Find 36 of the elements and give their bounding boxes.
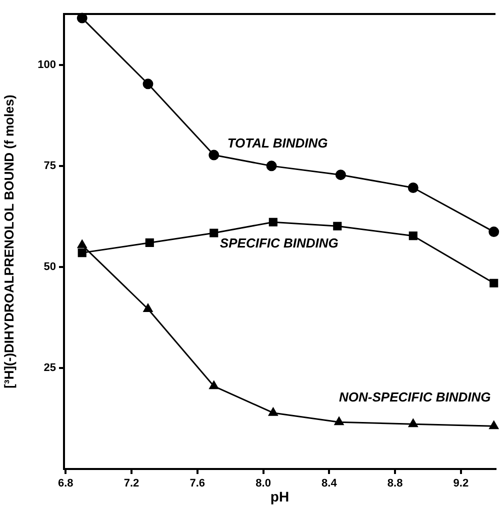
x-axis-title: pH <box>270 488 290 504</box>
point <box>408 232 418 240</box>
x-tick-label: 8.8 <box>387 478 403 490</box>
x-tick-label: 9.2 <box>453 478 469 490</box>
x-tick-label: 6.8 <box>58 478 74 490</box>
x-tick-label: 7.6 <box>190 478 206 490</box>
y-tick-label: 25 <box>44 362 56 374</box>
y-tick-label: 75 <box>44 160 56 172</box>
point <box>210 228 218 238</box>
point <box>143 304 153 312</box>
y-axis-title: [³H](-)DIHYDROALPRENOLOL BOUND (f moles) <box>1 94 16 388</box>
y-tick-label: 50 <box>44 260 56 273</box>
y-tick-label: 100 <box>38 58 56 71</box>
point <box>334 416 344 426</box>
point <box>408 418 418 428</box>
point <box>408 182 418 194</box>
series-label: NON-SPECIFIC BINDING <box>339 390 491 405</box>
point <box>489 420 498 430</box>
point <box>490 278 498 288</box>
x-tick-label: 7.2 <box>124 478 140 490</box>
point <box>78 248 86 258</box>
point <box>335 170 346 180</box>
point <box>77 240 87 248</box>
x-tick-label: 8.0 <box>256 478 271 490</box>
x-tick-label: 8.4 <box>322 478 338 490</box>
point <box>208 150 220 160</box>
series-label: SPECIFIC BINDING <box>220 236 338 251</box>
point <box>142 78 154 90</box>
point <box>209 380 219 390</box>
point <box>266 160 277 172</box>
point <box>488 226 500 238</box>
point <box>145 238 154 247</box>
point <box>333 222 342 230</box>
point <box>268 408 278 416</box>
point <box>268 218 278 226</box>
series-label: TOTAL BINDING <box>227 136 328 151</box>
